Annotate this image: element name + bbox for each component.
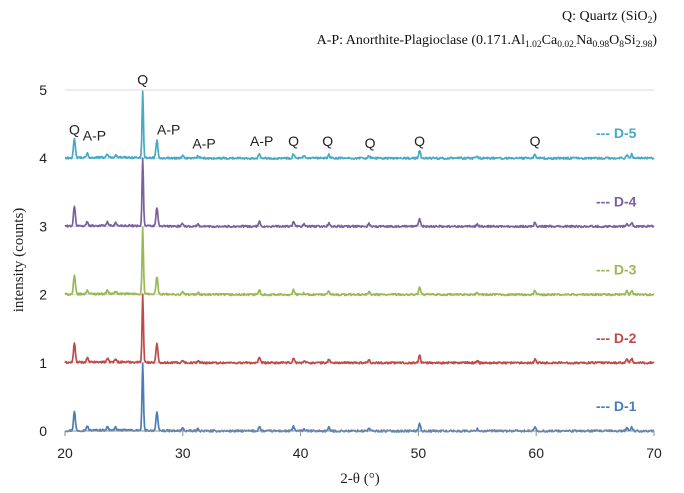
- peak-annotations: Q A-PQA-PA-P A-P Q Q Q Q Q: [69, 72, 541, 152]
- legend-entry: --- D-2: [596, 330, 637, 346]
- peak-label: Q: [414, 133, 425, 149]
- peak-label: A-P: [83, 127, 106, 143]
- header-quartz-text: Q: Quartz (SiO: [562, 9, 648, 24]
- x-tick-label: 40: [293, 445, 309, 461]
- series-line: [64, 90, 655, 161]
- series-line: [64, 157, 655, 229]
- series-line: [64, 362, 655, 433]
- y-tick-label: 4: [39, 150, 47, 166]
- peak-label: Q: [322, 133, 333, 149]
- header-anorthite: A-P: Anorthite-Plagioclase (0.171.Al1.02…: [317, 33, 658, 50]
- y-tick-label: 1: [39, 355, 47, 371]
- series-line: [64, 226, 655, 297]
- y-axis-title: intensity (counts): [11, 208, 27, 313]
- x-tick-label: 70: [646, 445, 662, 461]
- y-tick-label: 5: [39, 82, 47, 98]
- peak-label: Q: [530, 133, 541, 149]
- x-tick-label: 30: [175, 445, 191, 461]
- legend-entry: --- D-1: [596, 398, 637, 414]
- peak-label: Q: [69, 121, 80, 137]
- header-anorthite-sub: 0.98: [593, 40, 610, 50]
- header-anorthite-text: Na: [576, 33, 593, 48]
- legend: --- D-1 --- D-2 --- D-3 --- D-4 --- D-5: [596, 125, 637, 414]
- peak-label: A-P: [157, 121, 180, 137]
- x-axis-ticks: 20 30 40 50 60 70: [57, 431, 662, 461]
- series-line: [64, 293, 655, 365]
- legend-entry: --- D-3: [596, 262, 637, 278]
- peak-label: Q: [365, 135, 376, 151]
- y-tick-label: 3: [39, 218, 47, 234]
- series-layer: [64, 90, 655, 433]
- peak-label: Q: [288, 133, 299, 149]
- x-axis-title: 2-θ (°): [340, 471, 379, 487]
- header-anorthite-sub: 1.02: [525, 40, 542, 50]
- header-anorthite-text: A-P: Anorthite-Plagioclase (0.171.Al: [317, 33, 526, 48]
- header-anorthite-text: Ca: [542, 33, 558, 48]
- x-tick-label: 60: [528, 445, 544, 461]
- y-tick-label: 2: [39, 287, 47, 303]
- peak-label: A-P: [192, 136, 215, 152]
- y-tick-label: 0: [39, 423, 47, 439]
- header-quartz: Q: Quartz (SiO2): [562, 9, 657, 26]
- legend-entry: --- D-5: [596, 125, 637, 141]
- header-quartz-sub: 2: [648, 16, 653, 26]
- header-anorthite-text: O: [609, 33, 619, 48]
- header-anorthite-text: ): [652, 33, 657, 48]
- header-anorthite-sub: 0.02.: [557, 40, 576, 50]
- header-anorthite-sub: 2.98: [636, 40, 653, 50]
- x-tick-label: 50: [411, 445, 427, 461]
- peak-label: Q: [137, 72, 148, 88]
- header-anorthite-text: Si: [624, 33, 636, 48]
- x-tick-label: 20: [57, 445, 73, 461]
- peak-label: A-P: [250, 133, 273, 149]
- legend-entry: --- D-4: [596, 193, 637, 209]
- y-axis-ticks: 0 1 2 3 4 5: [39, 82, 47, 439]
- header-quartz-text: ): [652, 9, 657, 24]
- header-anorthite-sub: 8: [619, 40, 624, 50]
